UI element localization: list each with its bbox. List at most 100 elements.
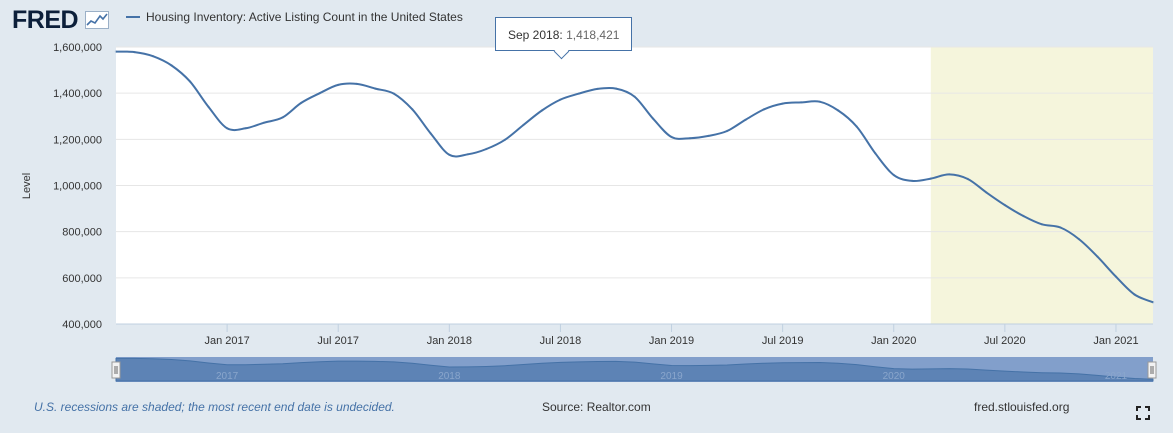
- fred-logo[interactable]: FRED: [12, 6, 109, 35]
- navigator-right-handle[interactable]: [1147, 361, 1157, 379]
- y-tick-label: 1,000,000: [53, 181, 102, 193]
- source-text: Source: Realtor.com: [542, 400, 651, 414]
- data-point: [1022, 214, 1025, 218]
- trend-line-icon: [84, 11, 109, 29]
- data-point: [318, 92, 321, 95]
- data-point: [1151, 301, 1155, 304]
- data-point: [411, 108, 414, 111]
- site-link[interactable]: fred.stlouisfed.org: [974, 400, 1070, 414]
- navigator-labels: 2017 2018 2019 2020 2021: [216, 371, 1128, 382]
- data-point: [1059, 226, 1062, 229]
- data-point: [1133, 293, 1136, 296]
- fullscreen-icon[interactable]: [1136, 406, 1150, 420]
- data-point: [670, 135, 673, 139]
- data-point: [170, 64, 173, 67]
- y-tick-label: 1,400,000: [53, 88, 102, 100]
- tooltip-date: Sep 2018:: [508, 28, 563, 42]
- data-point: [1040, 223, 1044, 226]
- data-point: [985, 191, 988, 194]
- data-point: [837, 109, 840, 112]
- x-tick-label: Jul 2018: [540, 335, 582, 347]
- data-point: [762, 108, 766, 111]
- navigator-series-area: [115, 357, 1154, 382]
- data-points: [114, 50, 1155, 304]
- navigator-label: 2019: [660, 371, 683, 382]
- data-point: [614, 87, 618, 90]
- navigator-left-handle[interactable]: [111, 361, 121, 379]
- y-tick-label: 800,000: [62, 227, 102, 239]
- navigator-label: 2021: [1105, 371, 1128, 382]
- data-point: [892, 173, 895, 177]
- data-point: [781, 102, 784, 105]
- recession-note: U.S. recessions are shaded; the most rec…: [34, 400, 395, 414]
- data-point: [1096, 255, 1099, 258]
- grid-lines: [116, 46, 1153, 279]
- data-point: [133, 50, 136, 54]
- x-tick-label: Jul 2017: [317, 335, 359, 347]
- data-point: [577, 92, 581, 95]
- x-tick-label: Jan 2021: [1093, 335, 1138, 347]
- data-point: [800, 101, 803, 104]
- legend-line-swatch: [126, 16, 140, 18]
- data-point: [651, 117, 655, 120]
- tooltip: Sep 2018: 1,418,421: [495, 17, 633, 60]
- data-point: [337, 83, 340, 87]
- y-axis: 400,000 600,000 800,000 1,000,000 1,200,000 1…: [53, 42, 1153, 331]
- navigator[interactable]: 2017 2018 2019 2020 2021: [111, 357, 1157, 382]
- legend-series-label: Housing Inventory: Active Listing Count …: [146, 10, 463, 24]
- data-point: [874, 152, 877, 155]
- navigator-label: 2017: [216, 371, 239, 382]
- data-point: [1077, 237, 1081, 241]
- y-tick-label: 400,000: [62, 319, 102, 331]
- chart-legend[interactable]: Housing Inventory: Active Listing Count …: [126, 10, 463, 24]
- data-point: [392, 92, 395, 95]
- x-tick-label: Jan 2017: [204, 335, 249, 347]
- y-tick-label: 1,200,000: [53, 134, 102, 146]
- data-point: [540, 109, 544, 112]
- data-point: [596, 87, 599, 91]
- data-point: [559, 98, 562, 101]
- data-point: [188, 80, 192, 83]
- data-point: [929, 177, 932, 180]
- data-point: [151, 55, 155, 58]
- x-tick-label: Jan 2019: [649, 335, 694, 347]
- data-point: [855, 125, 858, 128]
- y-tick-label: 1,600,000: [53, 42, 102, 54]
- y-axis-title: Level: [21, 173, 33, 199]
- x-axis: Jan 2017 Jul 2017 Jan 2018 Jul 2018 Jan 2019…: [204, 324, 1139, 347]
- data-point: [207, 105, 210, 109]
- data-point: [485, 147, 488, 151]
- navigator-label: 2020: [883, 371, 906, 382]
- data-point: [355, 82, 358, 86]
- fred-logo-text: FRED: [12, 6, 79, 34]
- data-point: [114, 50, 118, 53]
- tooltip-value: 1,418,421: [566, 28, 620, 42]
- data-point: [448, 153, 451, 156]
- x-tick-label: Jul 2020: [984, 335, 1026, 347]
- data-point: [1114, 275, 1118, 278]
- data-point: [725, 129, 729, 133]
- navigator-label: 2018: [438, 371, 461, 382]
- x-tick-label: Jan 2020: [871, 335, 916, 347]
- y-tick-label: 600,000: [62, 273, 102, 285]
- data-point: [300, 101, 303, 105]
- data-point: [244, 127, 247, 130]
- data-point: [522, 123, 525, 127]
- series-line[interactable]: [115, 50, 1154, 304]
- data-point: [281, 116, 284, 119]
- data-point: [911, 179, 914, 183]
- data-point: [948, 173, 951, 176]
- data-point: [633, 95, 636, 98]
- data-point: [1003, 203, 1007, 207]
- data-point: [688, 137, 692, 140]
- x-tick-label: Jan 2018: [427, 335, 472, 347]
- data-point: [262, 121, 266, 124]
- data-point: [707, 134, 710, 138]
- data-point: [966, 177, 969, 181]
- data-point: [503, 138, 507, 141]
- data-point: [225, 127, 229, 130]
- data-point: [466, 153, 469, 156]
- data-point: [818, 100, 821, 103]
- data-point: [744, 118, 747, 121]
